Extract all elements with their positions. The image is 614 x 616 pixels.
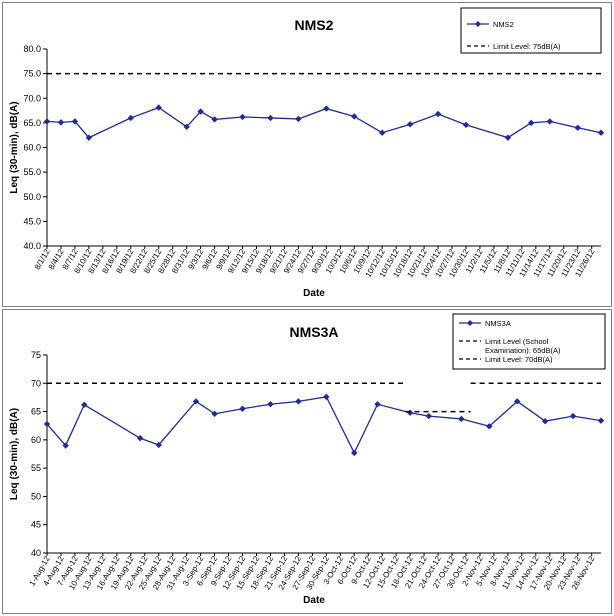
data-point (43, 420, 51, 428)
y-axis-label: Leq (30-min), dB(A) (9, 408, 20, 500)
data-point (155, 441, 162, 449)
data-point (406, 121, 414, 128)
data-point (323, 393, 330, 401)
data-point (486, 423, 493, 430)
data-point (192, 398, 200, 405)
y-tick-label: 80.0 (23, 44, 41, 54)
data-point (406, 409, 414, 416)
data-point (374, 401, 381, 408)
legend-label: Limit Level: 70dB(A) (485, 355, 553, 364)
data-point (43, 118, 51, 125)
data-point (378, 129, 386, 136)
data-point (504, 134, 512, 141)
chart-nms2-svg: NMS2 40.0 45.0 50.0 55.0 60.0 65.0 70.0 75.0 80.0… (9, 7, 605, 299)
legend-label: Limit Level (School Examination): 65dB(A) (485, 337, 561, 355)
y-tick-label: 40.0 (23, 241, 41, 251)
legend-label: Limit Level: 75dB(A) (493, 42, 561, 51)
y-tick-label: 45 (31, 520, 41, 530)
chart-nms2: NMS2 40.0 45.0 50.0 55.0 60.0 65.0 70.0 75.0 80.0… (2, 2, 612, 307)
data-point (136, 434, 144, 442)
data-point (211, 116, 218, 123)
y-tick-label: 40 (31, 548, 41, 558)
data-point (267, 114, 274, 122)
data-point (351, 113, 358, 120)
data-point (574, 124, 581, 131)
data-point (57, 119, 65, 126)
series-0 (43, 393, 605, 457)
y-axis-label: Leq (30-min), dB(A) (9, 101, 20, 193)
data-point (541, 417, 549, 425)
data-point (211, 410, 218, 418)
y-tick-label: 60 (31, 435, 41, 445)
chart-title: NMS3A (289, 324, 338, 340)
legend-label: NMS2 (493, 20, 514, 29)
data-point (62, 442, 69, 449)
chart-nms3a: NMS3A 40 45 50 55 60 65 70 75 1-Aug-12 4-Aug-12 7-A… (2, 309, 612, 614)
data-point (425, 412, 432, 420)
y-tick-label: 70.0 (23, 93, 41, 103)
y-tick-label: 50 (31, 491, 41, 501)
y-tick-label: 50.0 (23, 192, 41, 202)
data-point (183, 123, 190, 131)
data-point (197, 108, 204, 115)
y-tick-label: 55 (31, 463, 41, 473)
chart-nms3a-svg: NMS3A40455055606570751-Aug-124-Aug-127-A… (9, 313, 606, 606)
data-point (597, 417, 605, 424)
chart-title: NMS2 (295, 17, 334, 33)
series-line (46, 396, 602, 455)
series-line (46, 106, 602, 139)
data-point (127, 114, 134, 122)
legend-marker (467, 320, 473, 326)
data-point (546, 118, 553, 125)
data-point (597, 129, 605, 136)
data-point (434, 110, 442, 118)
data-point (81, 401, 88, 408)
data-point (155, 104, 162, 111)
y-tick-label: 55.0 (23, 167, 41, 177)
data-point (458, 415, 465, 423)
y-tick-label: 45.0 (23, 216, 41, 226)
series-0 (43, 104, 605, 141)
data-point (514, 398, 521, 405)
legend: NMS3A Limit Level (School Examination): 65… (452, 313, 606, 370)
y-tick-label: 65.0 (23, 118, 41, 128)
y-tick-label: 75.0 (23, 69, 41, 79)
y-tick-label: 60.0 (23, 143, 41, 153)
data-point (295, 115, 302, 123)
data-point (85, 134, 93, 141)
data-point (267, 401, 274, 408)
x-axis-label: Date (303, 288, 325, 299)
data-point (239, 405, 246, 412)
x-axis-label: Date (303, 595, 325, 606)
legend-marker (475, 21, 481, 27)
data-point (71, 118, 79, 125)
data-point (239, 113, 246, 121)
data-point (569, 412, 577, 420)
data-point (323, 105, 330, 112)
data-point (462, 121, 470, 129)
data-point (527, 119, 535, 127)
data-point (351, 449, 358, 457)
legend-label: NMS3A (485, 319, 511, 328)
data-point (295, 398, 302, 405)
y-tick-label: 65 (31, 407, 41, 417)
legend: NMS2 Limit Level: 75dB(A) (460, 7, 602, 54)
y-tick-label: 70 (31, 378, 41, 388)
y-tick-label: 75 (31, 350, 41, 360)
